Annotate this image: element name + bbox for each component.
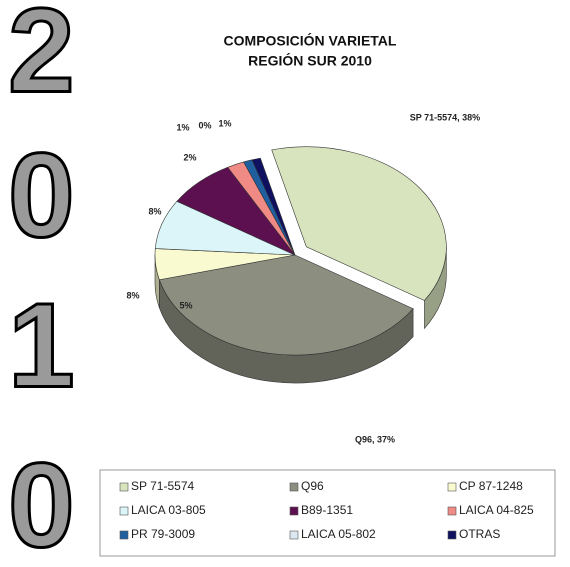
slice [158,254,414,384]
data-label: 1% [218,118,231,128]
slice [251,157,296,256]
side-digit: 0 [8,129,75,263]
chart-subtitle: REGIÓN SUR 2010 [248,52,372,69]
legend-swatch [119,506,129,516]
legend-swatch [447,506,457,516]
legend-label: CP 87-1248 [459,479,523,493]
slice-top [271,146,447,301]
legend-label: LAICA 04-825 [459,503,534,517]
chart-title: COMPOSICIÓN VARIETAL [224,32,397,49]
legend-label: LAICA 05-802 [301,527,376,541]
legend-swatch [119,482,129,492]
legend-label: B89-1351 [301,503,353,517]
data-label: 8% [148,206,161,216]
legend-swatch [447,530,457,540]
legend-swatch [289,530,299,540]
side-digit: 2 [8,0,75,118]
data-label: 5% [179,300,192,310]
slice [154,248,296,308]
data-label: 1% [176,122,189,132]
data-label: Q96, 37% [355,434,395,444]
slice [271,146,447,330]
data-label: 0% [198,120,211,130]
legend-box [99,469,556,557]
legend-label: PR 79-3009 [131,527,195,541]
legend-label: OTRAS [459,527,500,541]
legend-swatch [289,482,299,492]
data-label: SP 71-5574, 38% [410,112,480,122]
slice-top [158,254,414,356]
legend-swatch [119,530,129,540]
legend-swatch [447,482,457,492]
legend-swatch [289,506,299,516]
side-digit: 0 [8,439,75,567]
slice-top [251,157,296,256]
data-label: 2% [183,152,196,162]
legend-label: SP 71-5574 [131,479,194,493]
legend-label: Q96 [301,479,324,493]
data-label: 8% [126,290,139,300]
side-digit: 1 [8,279,75,413]
legend-label: LAICA 03-805 [131,503,206,517]
